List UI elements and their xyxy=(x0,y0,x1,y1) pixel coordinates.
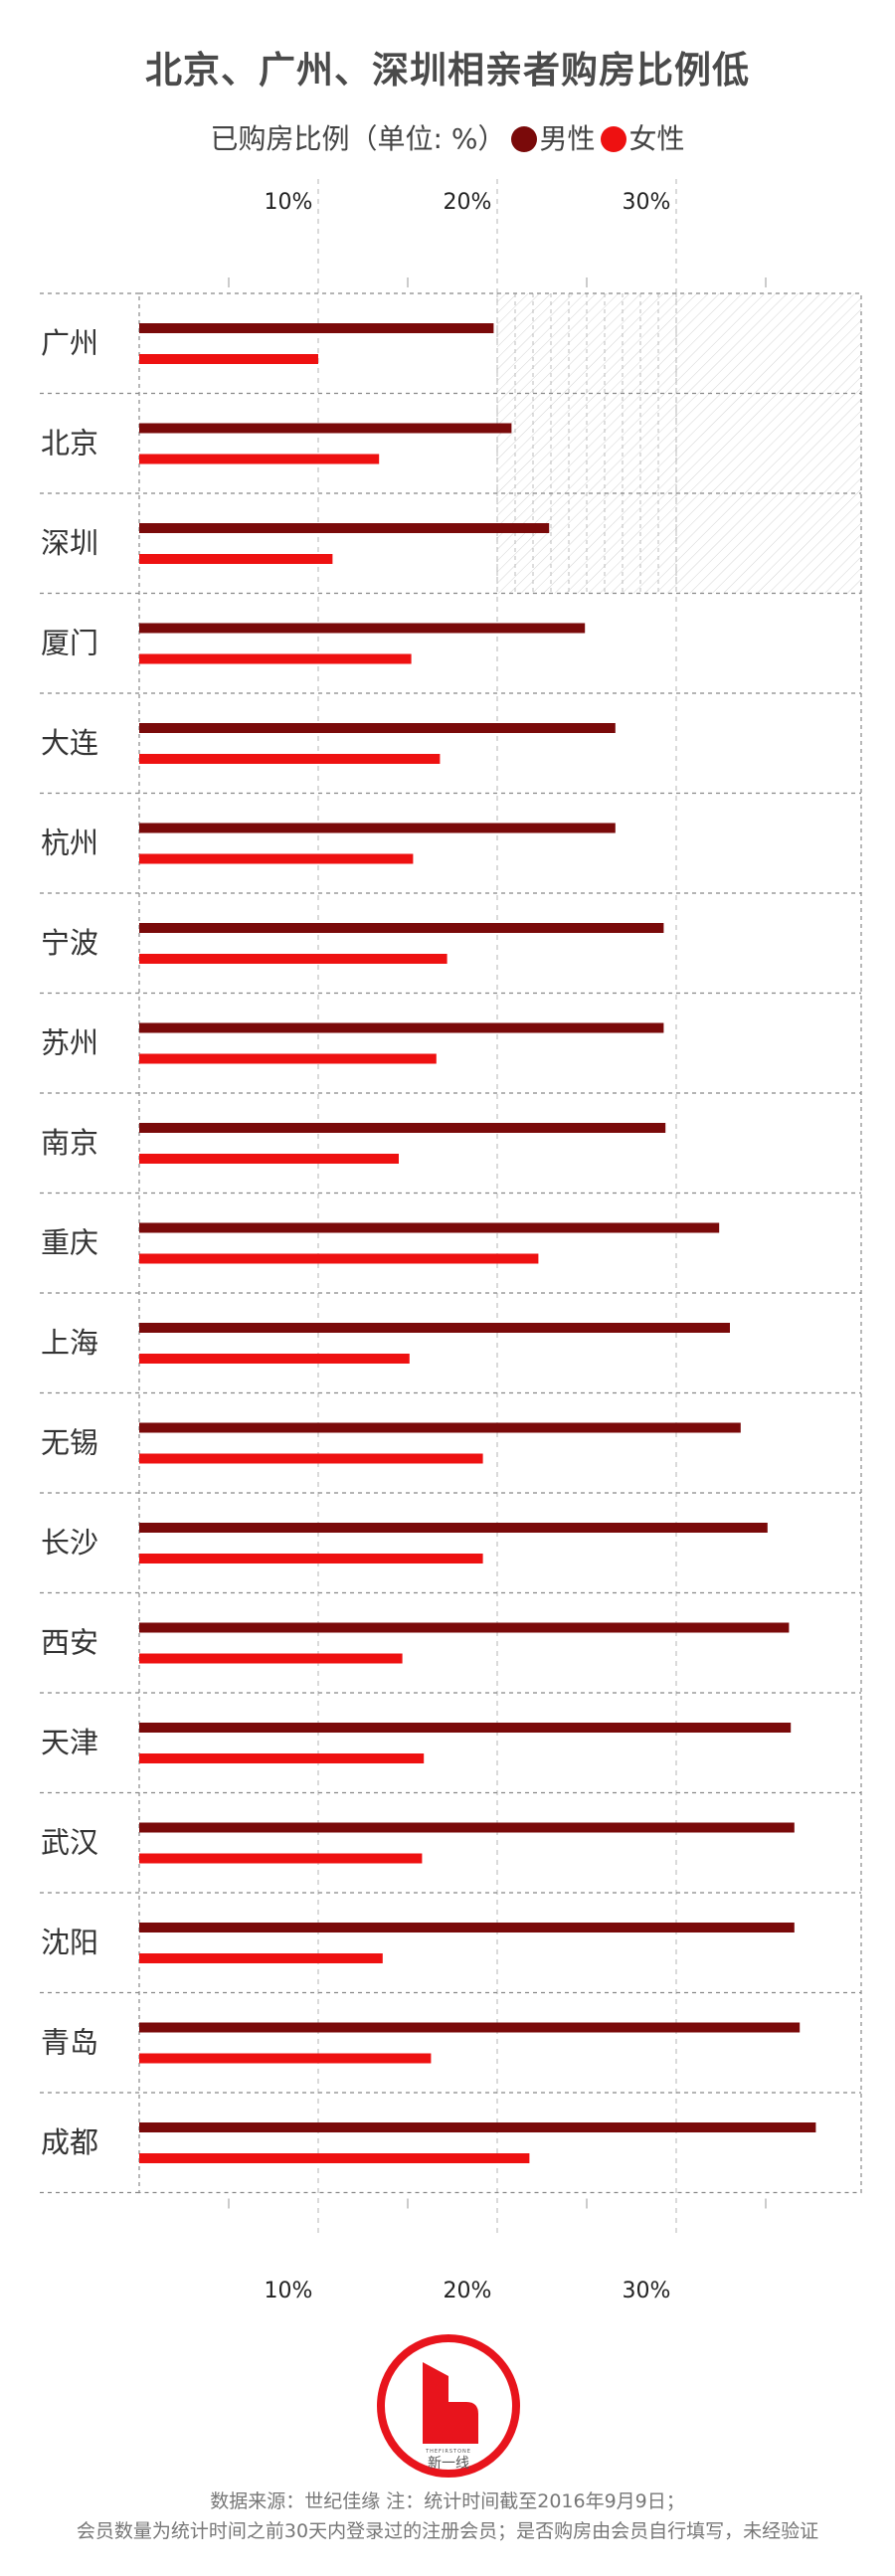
chart-frame xyxy=(40,292,862,2194)
city-label: 长沙 xyxy=(41,1526,98,1560)
bar-male xyxy=(139,923,664,933)
bar-male xyxy=(139,1123,666,1133)
xinyixian-logo: THEFIRSTONE 新一线 xyxy=(377,2334,520,2478)
bar-female xyxy=(139,653,412,664)
city-label: 宁波 xyxy=(41,926,98,960)
bar-female xyxy=(139,2053,432,2064)
city-label: 成都 xyxy=(41,2125,98,2159)
bar-female xyxy=(139,954,448,964)
bar-male xyxy=(139,523,550,533)
bar-female xyxy=(139,1554,483,1564)
chart-subtitle: 已购房比例（单位: %） 男性 女性 xyxy=(0,117,895,157)
bar-female xyxy=(139,853,414,864)
legend-male-label: 男性 xyxy=(539,122,596,155)
bar-female xyxy=(139,1253,539,1264)
bar-female xyxy=(139,1154,399,1164)
city-label: 青岛 xyxy=(41,2026,98,2060)
tick-label-top: 10% xyxy=(265,190,313,215)
bar-female xyxy=(139,1354,410,1364)
tick-label-top: 30% xyxy=(623,190,671,215)
bar-female xyxy=(139,1453,483,1464)
bar-male xyxy=(139,1622,790,1633)
city-label: 苏州 xyxy=(41,1026,98,1060)
source-line-2: 会员数量为统计时间之前30天内登录过的注册会员；是否购房由会员自行填写，未经验证 xyxy=(76,2520,819,2542)
city-label: 北京 xyxy=(41,427,98,460)
source-line-1: 数据来源：世纪佳缘 注：统计时间截至2016年9月9日； xyxy=(210,2490,685,2512)
bar-male xyxy=(139,323,494,333)
bar-male xyxy=(139,1422,741,1433)
bar-female xyxy=(139,454,380,464)
bar-female xyxy=(139,354,318,364)
plot-border xyxy=(138,292,862,2194)
chart-title: 北京、广州、深圳相亲者购房比例低 xyxy=(145,49,750,92)
city-label: 重庆 xyxy=(41,1226,98,1260)
axis-ticks: 10% 10% 20% 20% 30% 30% xyxy=(228,190,767,2303)
bar-male xyxy=(139,723,616,733)
bar-female xyxy=(139,1653,403,1664)
bar-male xyxy=(139,623,586,634)
city-label: 无锡 xyxy=(41,1426,98,1460)
legend-female-dot xyxy=(601,126,627,152)
city-label: 天津 xyxy=(41,1726,98,1759)
city-label: 大连 xyxy=(41,726,98,760)
highlight-hatch-area xyxy=(496,293,861,594)
bar-male xyxy=(139,1822,795,1833)
bar-male xyxy=(139,2022,801,2033)
bar-male xyxy=(139,1022,664,1033)
bar-female xyxy=(139,554,333,564)
bar-female xyxy=(139,1053,437,1064)
grid-lines xyxy=(317,179,677,2233)
legend-female-label: 女性 xyxy=(628,122,685,155)
bar-male xyxy=(139,1723,792,1733)
bar-female xyxy=(139,754,441,764)
bar-male xyxy=(139,1323,730,1333)
bar-male xyxy=(139,1222,720,1233)
logo-brand-text: 新一线 xyxy=(428,2456,469,2472)
city-label: 深圳 xyxy=(41,526,98,560)
city-label: 西安 xyxy=(41,1626,98,1660)
bar-male xyxy=(139,823,616,833)
bar-female xyxy=(139,1953,383,1963)
legend-male-dot xyxy=(511,126,538,152)
hatch-region xyxy=(497,293,861,594)
city-label: 武汉 xyxy=(41,1826,98,1860)
city-label: 南京 xyxy=(41,1126,98,1160)
city-label: 厦门 xyxy=(41,627,98,660)
tick-label-bottom: 20% xyxy=(444,2279,492,2303)
city-label: 上海 xyxy=(41,1326,98,1360)
bar-male xyxy=(139,2122,816,2132)
bar-male xyxy=(139,423,512,434)
tick-label-bottom: 30% xyxy=(623,2279,671,2303)
bar-female xyxy=(139,1853,423,1864)
bar-male xyxy=(139,1923,795,1932)
subtitle-text: 已购房比例（单位: %） xyxy=(210,122,506,155)
tick-label-bottom: 10% xyxy=(265,2279,313,2303)
city-label: 广州 xyxy=(41,326,98,360)
source-note: 数据来源：世纪佳缘 注：统计时间截至2016年9月9日； 会员数量为统计时间之前… xyxy=(0,2486,895,2546)
bars xyxy=(139,323,816,2163)
city-label: 沈阳 xyxy=(41,1926,98,1959)
logo-brand-small: THEFIRSTONE xyxy=(425,2449,471,2455)
bar-male xyxy=(139,1523,768,1533)
bar-female xyxy=(139,2153,530,2163)
city-label: 杭州 xyxy=(41,827,98,860)
tick-label-top: 20% xyxy=(444,190,492,215)
bar-female xyxy=(139,1753,425,1763)
